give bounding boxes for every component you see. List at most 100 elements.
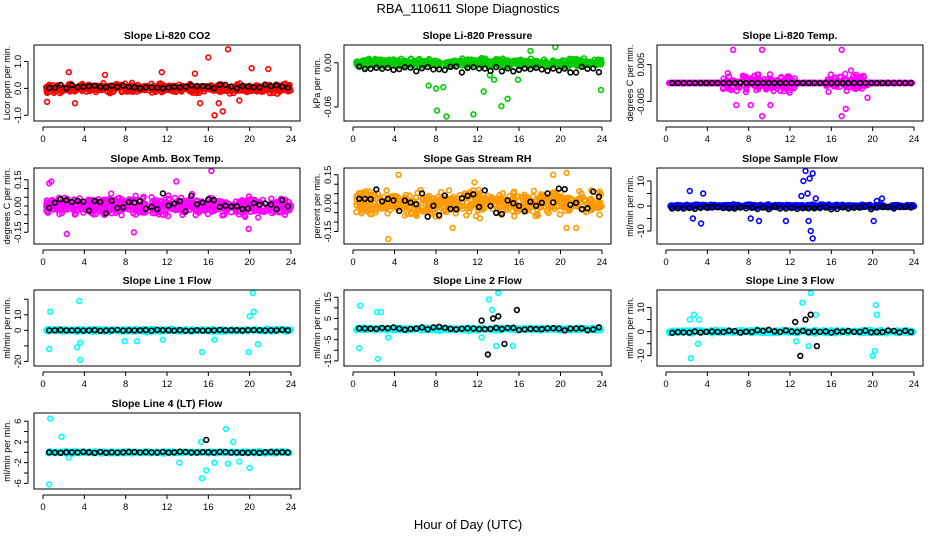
mean-point [703, 79, 710, 87]
mean-point [737, 79, 744, 87]
mean-point [873, 79, 880, 87]
outlier-point [572, 224, 580, 232]
data-point [554, 60, 561, 68]
outlier-point [173, 178, 180, 185]
mean-point [567, 325, 574, 332]
mean-point [731, 79, 738, 87]
mean-point [256, 201, 263, 208]
mean-point [759, 204, 767, 211]
mean-point [510, 68, 517, 75]
outlier-point [211, 336, 218, 343]
mean-point [867, 206, 875, 213]
data-point [571, 57, 578, 64]
mean-point [680, 79, 687, 87]
outlier-point [782, 217, 790, 225]
points-8 [665, 290, 917, 362]
mean-point [788, 79, 795, 87]
mean-point [284, 203, 292, 210]
mean-point [475, 325, 483, 333]
mean-point [361, 325, 369, 332]
mean-point [737, 204, 744, 211]
mean-point [493, 209, 500, 217]
points-6 [43, 290, 294, 364]
data-point [393, 58, 401, 66]
mean-point [754, 205, 761, 213]
data-point [61, 205, 68, 213]
mean-point [561, 327, 568, 334]
outlier-point [245, 225, 252, 233]
x-tick-label: 24 [286, 257, 297, 268]
mean-point [222, 202, 229, 209]
data-point [534, 58, 542, 65]
mean-point [544, 325, 551, 332]
y-tick-label: -20 [13, 355, 24, 369]
x-tick-label: 8 [433, 257, 438, 268]
mean-point [532, 202, 540, 210]
mean-point [91, 82, 98, 89]
mean-point [896, 203, 903, 211]
mean-point [356, 63, 363, 70]
mean-point [85, 327, 93, 334]
mean-point [361, 195, 369, 203]
data-point [371, 191, 378, 199]
x-tick-label: 20 [244, 257, 255, 268]
y-tick-label: 0 [13, 328, 24, 333]
x-tick-label: 0 [350, 134, 355, 145]
mean-point [765, 79, 772, 87]
mean-point [515, 202, 523, 210]
data-point [836, 73, 844, 81]
outlier-point [357, 302, 364, 309]
mean-point [244, 205, 252, 212]
mean-point [233, 327, 241, 334]
data-point [401, 212, 408, 219]
mean-point [384, 325, 391, 332]
outlier-point [488, 306, 496, 314]
mean-point [595, 324, 603, 331]
y-tick-label: 0.00 [323, 53, 334, 72]
mean-point [493, 63, 500, 71]
x-tick-label: 24 [286, 379, 297, 390]
mean-point [193, 327, 201, 334]
mean-point [45, 204, 53, 212]
data-point [587, 197, 594, 205]
x-tick-label: 20 [244, 379, 255, 390]
points-7 [353, 290, 605, 362]
points-3 [43, 168, 295, 238]
mean-point [498, 325, 506, 333]
mean-point [896, 79, 903, 87]
points-1 [353, 45, 605, 120]
x-tick-label: 8 [746, 257, 751, 268]
mean-point [199, 199, 206, 206]
outlier-point [205, 54, 212, 61]
mean-point [782, 79, 790, 87]
data-point [256, 198, 263, 206]
data-point [780, 87, 787, 95]
data-point [849, 73, 857, 80]
mean-point [538, 66, 545, 73]
mean-point [458, 325, 466, 332]
x-tick-label: 12 [162, 257, 173, 268]
panel-title: Slope Li-820 CO2 [124, 30, 211, 42]
outlier-point [842, 105, 849, 113]
mean-point [418, 64, 426, 72]
mean-point [464, 192, 471, 200]
mean-point [227, 327, 235, 334]
outlier-point [755, 217, 763, 225]
outlier-point [121, 338, 128, 345]
plot-frame [343, 44, 612, 122]
x-tick-label: 24 [597, 379, 608, 390]
data-point [58, 88, 65, 95]
mean-point [68, 81, 76, 89]
panel-title: Slope Line 1 Flow [123, 275, 213, 287]
y-tick-label: 15 [323, 292, 334, 303]
mean-point [584, 65, 591, 72]
x-tick-label: 20 [244, 134, 255, 145]
outlier-point [191, 70, 199, 77]
mean-point [720, 79, 727, 87]
x-tick-label: 4 [82, 257, 87, 268]
data-point [725, 73, 733, 80]
mean-point [811, 79, 818, 87]
mean-point [182, 327, 189, 334]
